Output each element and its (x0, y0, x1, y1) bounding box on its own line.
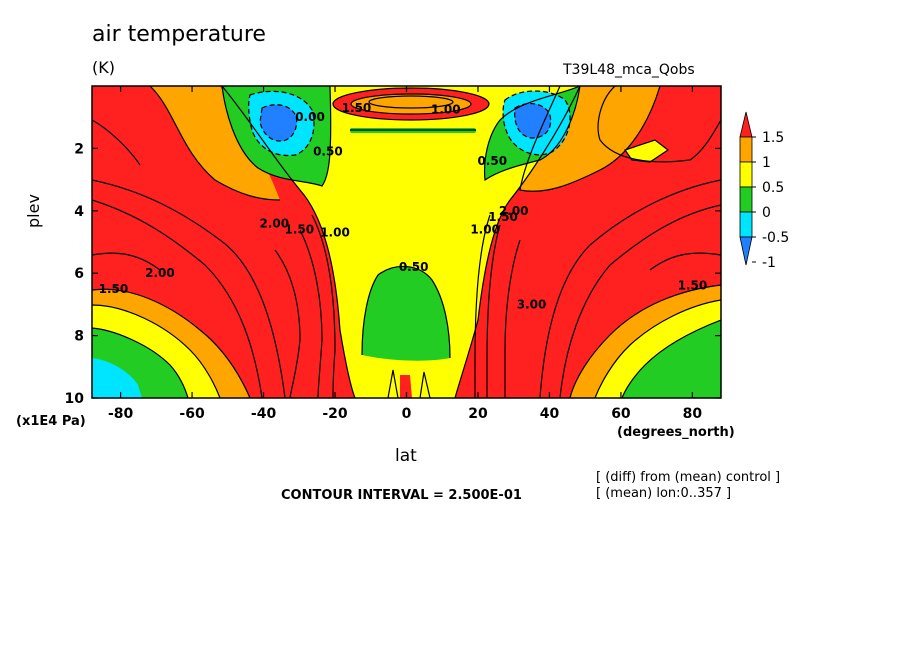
band-orange-upper-left (150, 86, 280, 200)
colorbar-label: 1.5 (762, 130, 784, 146)
y-tick-label: 10 (65, 391, 85, 407)
colorbar-label: 1 (762, 155, 771, 171)
y-axis-multiplier: (x1E4 Pa) (16, 414, 86, 429)
contour-label: 1.50 (284, 223, 314, 237)
colorbar-top-arrow (739, 111, 753, 138)
x-tick-label: 20 (468, 406, 488, 422)
contour-label: 0.50 (399, 260, 429, 274)
x-tick-label: 80 (683, 406, 703, 422)
contour-label: 0.50 (313, 145, 343, 159)
colorbar-swatch (739, 211, 753, 238)
x-tick-label: -60 (179, 406, 205, 422)
x-axis-units: (degrees_north) (617, 425, 735, 440)
contour-label: 1.50 (488, 210, 518, 224)
contour-label: 1.50 (678, 279, 708, 293)
y-tick-label: 4 (74, 204, 84, 220)
x-tick-label: -40 (251, 406, 277, 422)
contour-label: 1.50 (342, 101, 372, 115)
contour-label: 2.00 (499, 204, 529, 218)
x-tick-label: 60 (611, 406, 631, 422)
contour-interval: CONTOUR INTERVAL = 2.500E-01 (281, 488, 522, 503)
blob-blue-right (514, 103, 551, 138)
note-mean: [ (mean) lon:0..357 ] (596, 486, 732, 501)
x-tick-label: -80 (108, 406, 134, 422)
contour-label: 3.00 (517, 297, 547, 311)
contour-label: 1.00 (431, 102, 461, 116)
band-green-lower-right (622, 320, 721, 398)
chart-title: air temperature (92, 22, 266, 47)
contour-label: 0.00 (295, 110, 325, 124)
colorbar-label: 0 (762, 205, 771, 221)
colorbar-swatch (739, 186, 753, 213)
axes: -80 -60 -40 -20 0 20 40 60 80 2 4 6 8 10 (65, 86, 721, 422)
colorbar: 1.5 1 0.5 0 -0.5 -1 (739, 111, 789, 271)
y-tick-label: 8 (74, 329, 84, 345)
colorbar-label: -0.5 (762, 230, 789, 246)
y-tick-label: 2 (74, 141, 84, 157)
colorbar-swatch (739, 136, 753, 163)
ellipse-orange-top (351, 94, 471, 114)
contour-label: 2.00 (259, 216, 289, 230)
y-tick-label: 6 (74, 266, 84, 282)
blob-cyan-lower-left (92, 358, 142, 398)
contour-label: 1.00 (470, 223, 500, 237)
blob-blue-left (260, 104, 297, 142)
blob-green-center (362, 266, 450, 361)
x-tick-label: 40 (540, 406, 560, 422)
colorbar-bottom-arrow (739, 236, 753, 266)
colorbar-label: -1 (762, 255, 776, 271)
x-tick-label: 0 (402, 406, 412, 422)
colorbar-label: 0.5 (762, 180, 784, 196)
contour-field: 1.50 1.000.000.500.502.001.50 1.00 1.001.50… (92, 86, 721, 398)
contour-label: 1.50 (99, 282, 129, 296)
run-name: T39L48_mca_Qobs (563, 62, 695, 78)
contour-label: 1.00 (320, 226, 350, 240)
contour-label: 2.00 (145, 266, 175, 280)
contour-label: 0.50 (477, 154, 507, 168)
note-diff: [ (diff) from (mean) control ] (596, 470, 781, 485)
contour-labels: 1.50 1.000.000.500.502.001.50 1.00 1.001.50… (99, 101, 708, 312)
x-tick-label: -20 (322, 406, 348, 422)
contour-lines-negative (248, 90, 571, 157)
chart-units: (K) (92, 58, 115, 77)
x-axis-label: lat (395, 446, 417, 466)
contour-lines (92, 86, 721, 398)
colorbar-swatch (739, 161, 753, 188)
